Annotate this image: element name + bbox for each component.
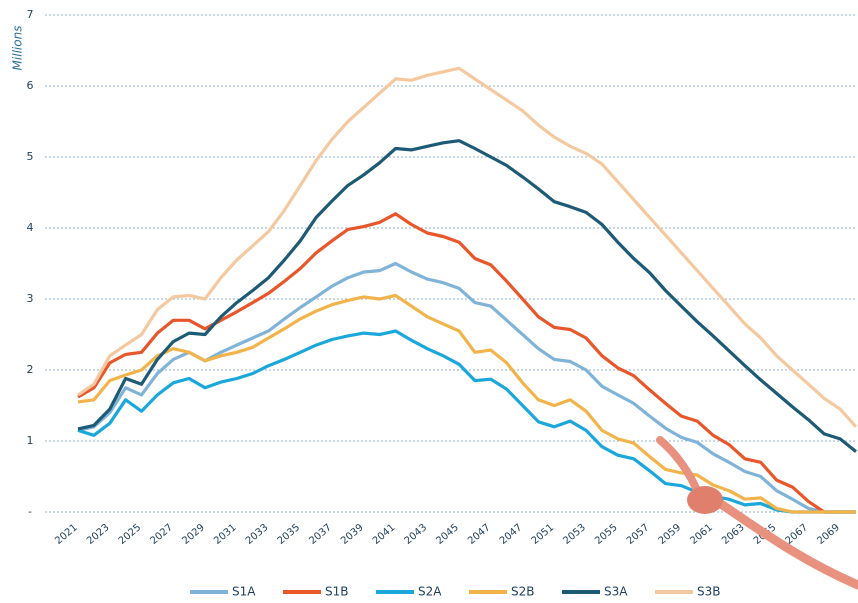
- y-tick-label: 1: [27, 434, 34, 447]
- x-tick-label: 2037: [307, 522, 334, 547]
- x-tick-label: 2023: [85, 522, 112, 547]
- y-tick-label: 6: [27, 79, 34, 92]
- y-tick-label: 2: [27, 363, 34, 376]
- x-tick-label: 2025: [117, 522, 144, 547]
- x-tick-label: 2053: [561, 522, 588, 547]
- x-tick-label: 2043: [403, 522, 430, 547]
- series-line: [77, 329, 856, 514]
- x-tick-label: 2055: [593, 522, 620, 547]
- x-tick-label: 2039: [339, 522, 366, 547]
- x-tick-label: 2045: [434, 522, 461, 547]
- y-tick-label: -: [28, 505, 32, 518]
- x-tick-label: 2063: [720, 522, 747, 547]
- series-line: [77, 212, 856, 514]
- x-tick-label: 2029: [180, 522, 207, 547]
- x-tick-label: 2051: [530, 522, 557, 547]
- x-tick-label: 2027: [149, 522, 176, 547]
- series-line: [77, 261, 856, 514]
- x-tick-label: 2059: [657, 522, 684, 547]
- y-tick-label: 4: [27, 221, 34, 234]
- y-tick-label: 3: [27, 292, 34, 305]
- x-tick-label: 2057: [625, 522, 652, 547]
- y-tick-label: 5: [27, 150, 34, 163]
- x-tick-label: 2047: [498, 522, 525, 547]
- y-axis-label: Millions: [11, 26, 25, 71]
- x-tick-label: 2021: [53, 522, 80, 547]
- series-line: [77, 139, 857, 453]
- x-tick-label: 2031: [212, 522, 239, 547]
- x-tick-label: 2047: [466, 522, 493, 547]
- x-tick-label: 2033: [244, 522, 271, 547]
- x-tick-label: 2041: [371, 522, 398, 547]
- x-tick-label: 2061: [688, 522, 715, 547]
- y-tick-label: 7: [27, 8, 34, 21]
- legend-label: S1A: [232, 585, 256, 599]
- series-line: [77, 293, 856, 514]
- legend-label: S3B: [697, 585, 720, 599]
- legend-label: S2A: [418, 585, 442, 599]
- legend-label: S2B: [511, 585, 534, 599]
- x-tick-label: 2069: [815, 522, 842, 547]
- rope-decoration: [656, 436, 858, 590]
- x-tick-label: 2035: [276, 522, 303, 547]
- series-line: [77, 66, 858, 428]
- legend-label: S1B: [325, 585, 348, 599]
- legend-label: S3A: [604, 585, 628, 599]
